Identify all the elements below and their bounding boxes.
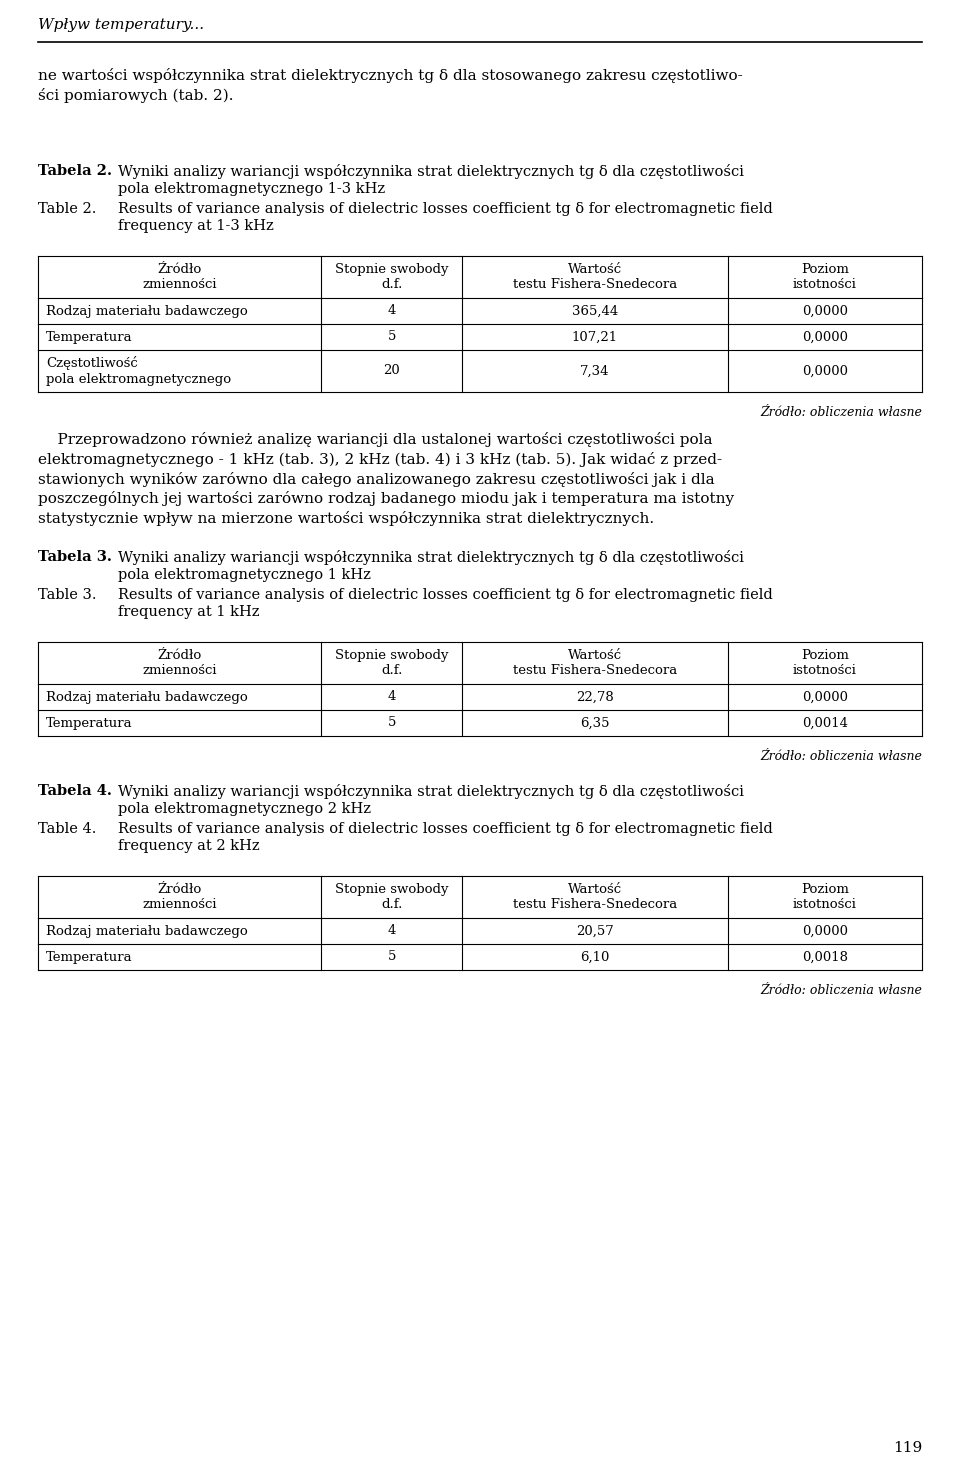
Text: 5: 5 — [388, 950, 396, 963]
Text: 4: 4 — [388, 304, 396, 317]
Text: 4: 4 — [388, 690, 396, 704]
Text: Wartość
testu Fishera-Snedecora: Wartość testu Fishera-Snedecora — [513, 884, 677, 912]
Text: 4: 4 — [388, 925, 396, 938]
Text: 6,35: 6,35 — [580, 717, 610, 730]
Text: 0,0018: 0,0018 — [802, 950, 848, 963]
Text: Wpływ temperatury...: Wpływ temperatury... — [38, 18, 204, 32]
Text: Table 2.: Table 2. — [38, 202, 96, 215]
Text: Poziom
istotności: Poziom istotności — [793, 263, 856, 291]
Text: Źródło: obliczenia własne: Źródło: obliczenia własne — [760, 749, 922, 763]
Text: Temperatura: Temperatura — [46, 330, 132, 344]
Text: 0,0000: 0,0000 — [802, 925, 848, 938]
Text: Wyniki analizy wariancji współczynnika strat dielektrycznych tg δ dla częstotliw: Wyniki analizy wariancji współczynnika s… — [118, 164, 744, 196]
Text: Przeprowadzono również analizę wariancji dla ustalonej wartości częstotliwości p: Przeprowadzono również analizę wariancji… — [38, 432, 734, 527]
Text: Stopnie swobody
d.f.: Stopnie swobody d.f. — [335, 649, 448, 677]
Text: 20,57: 20,57 — [576, 925, 613, 938]
Text: 22,78: 22,78 — [576, 690, 613, 704]
Text: Rodzaj materiału badawczego: Rodzaj materiału badawczego — [46, 690, 248, 704]
Text: Temperatura: Temperatura — [46, 950, 132, 963]
Text: Wartość
testu Fishera-Snedecora: Wartość testu Fishera-Snedecora — [513, 649, 677, 677]
Text: Table 4.: Table 4. — [38, 822, 96, 836]
Text: Temperatura: Temperatura — [46, 717, 132, 730]
Text: ne wartości współczynnika strat dielektrycznych tg δ dla stosowanego zakresu czę: ne wartości współczynnika strat dielektr… — [38, 68, 743, 103]
Text: 0,0000: 0,0000 — [802, 690, 848, 704]
Text: 365,44: 365,44 — [572, 304, 618, 317]
Text: Rodzaj materiału badawczego: Rodzaj materiału badawczego — [46, 925, 248, 938]
Text: 119: 119 — [893, 1441, 922, 1454]
Text: 0,0000: 0,0000 — [802, 330, 848, 344]
Text: Poziom
istotności: Poziom istotności — [793, 884, 856, 912]
Text: Źródło: obliczenia własne: Źródło: obliczenia własne — [760, 984, 922, 997]
Text: Źródło
zmienności: Źródło zmienności — [142, 649, 217, 677]
Text: Wyniki analizy wariancji współczynnika strat dielektrycznych tg δ dla częstotliw: Wyniki analizy wariancji współczynnika s… — [118, 550, 744, 583]
Text: Źródło
zmienności: Źródło zmienności — [142, 263, 217, 291]
Text: 5: 5 — [388, 717, 396, 730]
Text: Stopnie swobody
d.f.: Stopnie swobody d.f. — [335, 884, 448, 912]
Text: 0,0014: 0,0014 — [802, 717, 848, 730]
Text: 20: 20 — [383, 364, 400, 378]
Text: Tabela 2.: Tabela 2. — [38, 164, 112, 178]
Text: Results of variance analysis of dielectric losses coefficient tg δ for electroma: Results of variance analysis of dielectr… — [118, 589, 773, 619]
Text: Results of variance analysis of dielectric losses coefficient tg δ for electroma: Results of variance analysis of dielectr… — [118, 202, 773, 233]
Text: Źródło: obliczenia własne: Źródło: obliczenia własne — [760, 406, 922, 419]
Text: Tabela 3.: Tabela 3. — [38, 550, 112, 563]
Text: Poziom
istotności: Poziom istotności — [793, 649, 856, 677]
Text: 107,21: 107,21 — [572, 330, 618, 344]
Text: 0,0000: 0,0000 — [802, 304, 848, 317]
Text: Wyniki analizy wariancji współczynnika strat dielektrycznych tg δ dla częstotliw: Wyniki analizy wariancji współczynnika s… — [118, 785, 744, 816]
Text: Rodzaj materiału badawczego: Rodzaj materiału badawczego — [46, 304, 248, 317]
Text: Table 3.: Table 3. — [38, 589, 97, 602]
Text: Źródło
zmienności: Źródło zmienności — [142, 884, 217, 912]
Text: 5: 5 — [388, 330, 396, 344]
Text: Częstotliwość
pola elektromagnetycznego: Częstotliwość pola elektromagnetycznego — [46, 357, 231, 385]
Text: Wartość
testu Fishera-Snedecora: Wartość testu Fishera-Snedecora — [513, 263, 677, 291]
Text: 6,10: 6,10 — [580, 950, 610, 963]
Text: 7,34: 7,34 — [580, 364, 610, 378]
Text: Tabela 4.: Tabela 4. — [38, 785, 112, 798]
Text: 0,0000: 0,0000 — [802, 364, 848, 378]
Text: Results of variance analysis of dielectric losses coefficient tg δ for electroma: Results of variance analysis of dielectr… — [118, 822, 773, 854]
Text: Stopnie swobody
d.f.: Stopnie swobody d.f. — [335, 263, 448, 291]
